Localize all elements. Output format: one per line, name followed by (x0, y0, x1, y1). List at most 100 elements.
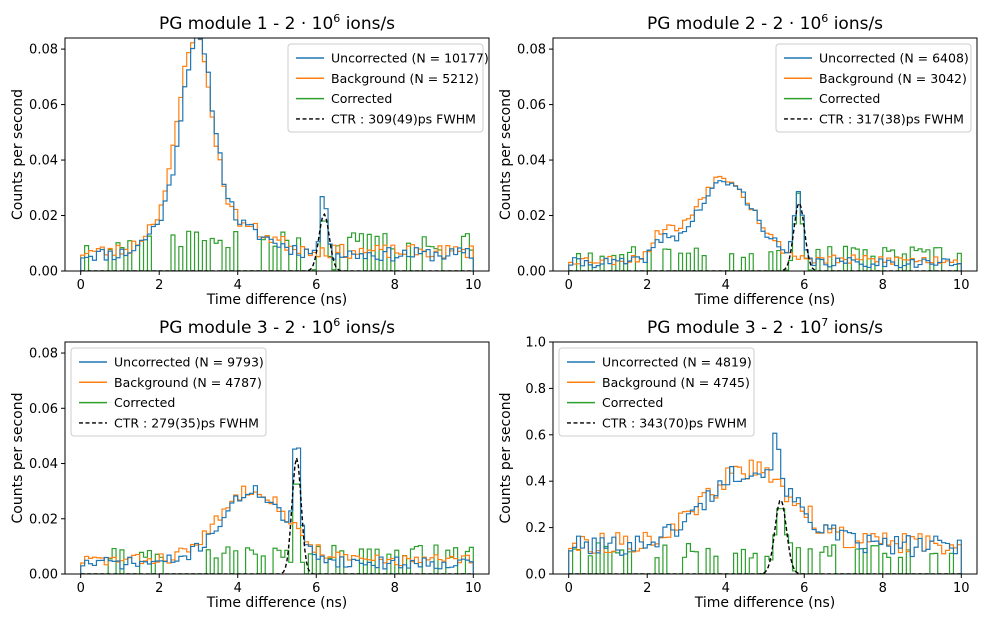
legend-label-ctr: CTR : 309(49)ps FWHM (331, 111, 476, 126)
x-tick-label: 10 (953, 581, 970, 596)
panel-title: PG module 3 - 2 · 106 ions/s (159, 316, 395, 338)
y-tick-label: 0.06 (29, 402, 58, 417)
x-tick-label: 0 (77, 581, 85, 596)
y-tick-label: 0.06 (517, 98, 546, 113)
chart-panel-2: PG module 2 - 2 · 106 ions/s 0 2 4 6 8 10 0.00 0… (498, 12, 978, 308)
legend-box (70, 347, 267, 437)
x-tick-label: 8 (879, 278, 887, 293)
legend-label-ctr: CTR : 343(70)ps FWHM (602, 415, 747, 430)
y-tick-label: 0.8 (525, 382, 546, 397)
x-tick-label: 8 (391, 278, 399, 293)
series-background-histogram (80, 38, 474, 271)
legend-label-background: Background (N = 5212) (331, 71, 479, 86)
series-group (568, 432, 962, 574)
x-tick-label: 2 (155, 581, 163, 596)
x-tick-label: 4 (234, 278, 242, 293)
x-tick-label: 8 (879, 581, 887, 596)
legend-label-corrected: Corrected (114, 395, 175, 410)
axes-frame (552, 341, 978, 575)
x-axis-label: Time difference (ns) (206, 595, 348, 611)
x-tick-label: 4 (722, 278, 730, 293)
legend-label-uncorrected: Uncorrected (N = 9793) (114, 355, 264, 370)
x-tick-label: 10 (465, 278, 482, 293)
chart-panel-4: PG module 3 - 2 · 107 ions/s 0 2 4 6 8 10 0.0 0.… (498, 316, 978, 611)
axes-frame (64, 37, 490, 272)
axes-frame (552, 37, 978, 272)
y-tick-label: 0.08 (29, 347, 58, 362)
series-group (80, 38, 474, 271)
series-uncorrected-histogram (80, 447, 474, 574)
y-tick-label: 0.02 (29, 512, 58, 527)
y-tick-label: 0.04 (29, 154, 58, 169)
legend-label-corrected: Corrected (819, 91, 880, 106)
panel-title: PG module 2 - 2 · 106 ions/s (647, 12, 883, 34)
legend: Uncorrected (N = 9793) Background (N = 47… (70, 347, 267, 437)
legend-label-ctr: CTR : 279(35)ps FWHM (114, 415, 259, 430)
series-corrected-histogram (80, 483, 474, 574)
series-uncorrected-histogram (568, 432, 962, 574)
legend-label-background: Background (N = 4787) (114, 375, 262, 390)
legend-label-uncorrected: Uncorrected (N = 6408) (819, 51, 969, 66)
y-tick-label: 0.08 (517, 43, 546, 58)
legend-label-background: Background (N = 3042) (819, 71, 967, 86)
legend-label-uncorrected: Uncorrected (N = 4819) (602, 355, 752, 370)
y-axis-label: Counts per second (10, 393, 26, 524)
series-group (568, 175, 962, 271)
series-ctr-fit (568, 499, 962, 574)
series-uncorrected-histogram (568, 180, 962, 271)
x-tick-label: 4 (234, 581, 242, 596)
x-tick-label: 0 (565, 581, 573, 596)
y-tick-label: 0.04 (517, 154, 546, 169)
legend-label-background: Background (N = 4745) (602, 375, 750, 390)
x-tick-label: 10 (465, 581, 482, 596)
panel-title: PG module 1 - 2 · 106 ions/s (159, 12, 395, 34)
y-tick-label: 0.6 (525, 428, 546, 443)
legend: Uncorrected (N = 10177) Background (N = 5… (287, 43, 489, 133)
series-background-histogram (568, 175, 962, 271)
x-tick-label: 2 (643, 278, 651, 293)
chart-panel-3: PG module 3 - 2 · 106 ions/s 0 2 4 6 8 10 0.00 0… (10, 316, 490, 611)
legend: Uncorrected (N = 4819) Background (N = 47… (558, 347, 755, 437)
x-tick-label: 4 (722, 581, 730, 596)
legend-box (775, 43, 972, 133)
x-tick-label: 6 (312, 278, 320, 293)
y-tick-label: 0.4 (525, 475, 546, 490)
y-tick-label: 0.00 (29, 265, 58, 280)
legend-label-corrected: Corrected (331, 91, 392, 106)
x-tick-label: 6 (800, 278, 808, 293)
legend-label-uncorrected: Uncorrected (N = 10177) (331, 51, 489, 66)
x-axis-label: Time difference (ns) (694, 292, 836, 308)
x-tick-label: 0 (565, 278, 573, 293)
y-tick-label: 0.04 (29, 457, 58, 472)
chart-panel-1: PG module 1 - 2 · 106 ions/s 0 2 4 6 8 10 0.00 0… (10, 12, 490, 308)
series-corrected-histogram (568, 192, 962, 271)
y-tick-label: 0.06 (29, 98, 58, 113)
y-tick-label: 1.0 (525, 336, 546, 351)
legend-label-ctr: CTR : 317(38)ps FWHM (819, 111, 964, 126)
panel-title: PG module 3 - 2 · 107 ions/s (647, 316, 883, 338)
y-tick-label: 0.02 (517, 209, 546, 224)
y-tick-label: 0.2 (525, 521, 546, 536)
y-tick-label: 0.00 (29, 568, 58, 583)
y-tick-label: 0.08 (29, 43, 58, 58)
axes-frame (64, 341, 490, 575)
x-tick-label: 0 (77, 278, 85, 293)
x-tick-label: 6 (800, 581, 808, 596)
series-uncorrected-histogram (80, 38, 474, 271)
x-tick-label: 10 (953, 278, 970, 293)
x-tick-label: 2 (643, 581, 651, 596)
y-axis-label: Counts per second (498, 393, 514, 524)
y-axis-label: Counts per second (10, 89, 26, 220)
y-tick-label: 0.0 (525, 568, 546, 583)
x-axis-label: Time difference (ns) (694, 595, 836, 611)
legend-box (287, 43, 484, 133)
series-group (80, 447, 474, 574)
x-tick-label: 2 (155, 278, 163, 293)
y-tick-label: 0.00 (517, 265, 546, 280)
x-tick-label: 8 (391, 581, 399, 596)
x-tick-label: 6 (312, 581, 320, 596)
y-axis-label: Counts per second (498, 89, 514, 220)
legend-box (558, 347, 755, 437)
x-axis-label: Time difference (ns) (206, 292, 348, 308)
